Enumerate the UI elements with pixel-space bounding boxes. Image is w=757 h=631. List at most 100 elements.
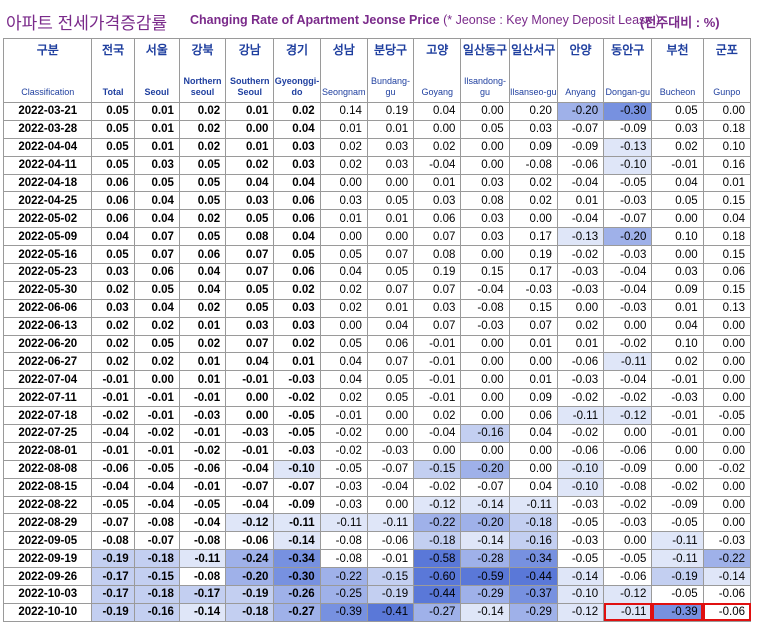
rate-cell: 0.00 xyxy=(460,102,510,121)
column-header-korean: 구분 xyxy=(36,43,59,57)
rate-cell: -0.12 xyxy=(225,513,275,533)
rate-cell: 0.07 xyxy=(366,280,415,300)
rate-cell: 0.08 xyxy=(413,245,462,265)
rate-cell: 0.03 xyxy=(460,227,510,247)
rate-cell: -0.09 xyxy=(603,459,653,479)
row-date: 2022-08-08 xyxy=(2,459,93,479)
column-header-korean: 동안구 xyxy=(611,43,645,57)
rate-cell: -0.11 xyxy=(178,549,227,569)
rate-cell: 0.08 xyxy=(225,227,275,247)
rate-cell: -0.05 xyxy=(91,495,135,515)
row-date: 2022-10-03 xyxy=(2,585,93,604)
rate-cell: 0.05 xyxy=(651,102,704,121)
rate-cell: 0.03 xyxy=(225,316,275,336)
rate-cell: 0.03 xyxy=(366,155,415,175)
rate-cell: 0.02 xyxy=(178,298,227,318)
rate-cell: 0.01 xyxy=(178,352,227,372)
column-header-english: Gunpo xyxy=(713,87,741,97)
column-header-korean: 서울 xyxy=(145,43,168,57)
column-header-anyang: 안양 Anyang xyxy=(556,38,605,103)
rate-cell: 0.01 xyxy=(556,191,605,211)
rate-cell: -0.03 xyxy=(603,298,653,318)
rate-cell: 0.03 xyxy=(91,298,135,318)
rate-cell: -0.22 xyxy=(702,549,752,569)
rate-cell: 0.03 xyxy=(225,191,275,211)
rate-cell: 0.02 xyxy=(651,137,704,157)
rate-cell: 0.02 xyxy=(319,155,368,175)
rate-cell: 0.04 xyxy=(133,298,180,318)
table-row: 2022-09-26 -0.17 -0.15 -0.08 -0.20 -0.30 -0.22… xyxy=(2,567,752,587)
row-date: 2022-04-04 xyxy=(2,137,93,157)
rate-cell: -0.11 xyxy=(651,531,704,551)
table-row: 2022-04-18 0.06 0.05 0.05 0.04 0.04 0.00 0.00 0.… xyxy=(2,173,752,193)
column-header-korean: 일산서구 xyxy=(511,43,556,57)
rate-cell: 0.01 xyxy=(556,334,605,354)
rate-cell: -0.01 xyxy=(413,334,462,354)
rate-cell: 0.00 xyxy=(702,495,752,515)
rate-cell: -0.37 xyxy=(508,585,558,604)
rate-cell: -0.15 xyxy=(413,459,462,479)
rate-cell: -0.07 xyxy=(460,477,510,497)
rate-cell: 0.19 xyxy=(413,263,462,282)
rate-cell: -0.14 xyxy=(460,602,510,622)
rate-cell: -0.07 xyxy=(273,477,321,497)
rate-cell: -0.01 xyxy=(133,406,180,426)
rate-cell: -0.05 xyxy=(556,513,605,533)
rate-cell: 0.01 xyxy=(366,119,415,139)
rate-cell: -0.07 xyxy=(133,531,180,551)
rate-cell: 0.05 xyxy=(178,227,227,247)
rate-cell: 0.00 xyxy=(460,370,510,390)
rate-cell: 0.04 xyxy=(133,209,180,229)
rate-cell: 0.16 xyxy=(702,155,752,175)
rate-cell: 0.15 xyxy=(508,298,558,318)
rate-cell: -0.08 xyxy=(178,567,227,587)
rate-cell: 0.20 xyxy=(508,102,558,121)
rate-cell: 0.00 xyxy=(603,531,653,551)
rate-cell: -0.14 xyxy=(273,531,321,551)
rate-cell: -0.05 xyxy=(273,424,321,443)
rate-cell: 0.10 xyxy=(651,334,704,354)
column-header-english: Classification xyxy=(21,87,75,97)
rate-cell: 0.00 xyxy=(225,119,275,139)
rate-cell: 0.04 xyxy=(225,352,275,372)
rate-cell: -0.03 xyxy=(319,495,368,515)
rate-cell: 0.07 xyxy=(225,334,275,354)
column-header-korean: 강남 xyxy=(238,43,261,57)
rate-cell: -0.11 xyxy=(603,352,653,372)
rate-cell: 0.01 xyxy=(508,370,558,390)
rate-cell: 0.18 xyxy=(702,119,752,139)
rate-cell: -0.02 xyxy=(603,334,653,354)
rate-cell: -0.08 xyxy=(178,531,227,551)
rate-cell: -0.04 xyxy=(91,424,135,443)
rate-cell: 0.00 xyxy=(702,477,752,497)
rate-cell: -0.03 xyxy=(508,280,558,300)
row-date: 2022-06-06 xyxy=(2,298,93,318)
rate-cell: 0.00 xyxy=(460,406,510,426)
rate-cell: -0.13 xyxy=(603,137,653,157)
rate-cell: -0.10 xyxy=(556,477,605,497)
rate-cell: -0.07 xyxy=(366,459,415,479)
table-row: 2022-07-11 -0.01 -0.01 -0.01 0.00 -0.02 0.02 0.… xyxy=(2,388,752,408)
rate-cell: 0.04 xyxy=(91,227,135,247)
rate-cell: 0.00 xyxy=(603,424,653,443)
rate-cell: 0.05 xyxy=(273,245,321,265)
rate-cell: -0.04 xyxy=(603,370,653,390)
rate-cell: -0.05 xyxy=(319,459,368,479)
rate-cell: -0.09 xyxy=(273,495,321,515)
rate-cell: 0.00 xyxy=(366,495,415,515)
rate-cell: 0.00 xyxy=(702,316,752,336)
rate-cell: 0.00 xyxy=(702,388,752,408)
rate-cell: 0.02 xyxy=(319,137,368,157)
rate-cell: -0.04 xyxy=(91,477,135,497)
rate-cell: 0.05 xyxy=(225,298,275,318)
rate-cell: 0.05 xyxy=(133,280,180,300)
rate-cell: -0.01 xyxy=(178,477,227,497)
rate-cell: 0.01 xyxy=(413,173,462,193)
rate-cell: -0.19 xyxy=(91,549,135,569)
rate-cell: 0.02 xyxy=(133,316,180,336)
rate-cell: -0.05 xyxy=(178,495,227,515)
rate-cell: 0.03 xyxy=(460,173,510,193)
rate-cell: 0.07 xyxy=(133,245,180,265)
rate-cell: 0.05 xyxy=(460,119,510,139)
rate-cell: -0.07 xyxy=(603,209,653,229)
